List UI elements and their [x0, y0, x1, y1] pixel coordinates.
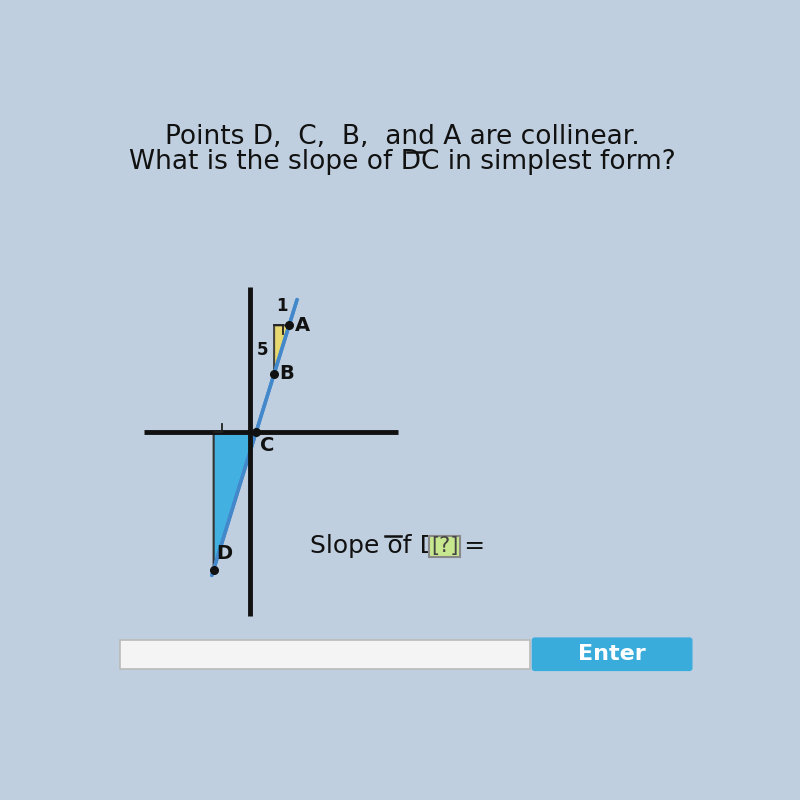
Text: Enter: Enter [578, 644, 646, 664]
Text: What is the slope of DC in simplest form?: What is the slope of DC in simplest form… [129, 150, 676, 175]
Text: Slope of DC =: Slope of DC = [310, 534, 493, 558]
Text: B: B [279, 365, 294, 383]
Text: 5: 5 [258, 341, 269, 358]
FancyBboxPatch shape [533, 638, 692, 670]
Text: [?]: [?] [431, 537, 458, 557]
Text: 1: 1 [276, 297, 287, 314]
Text: C: C [260, 436, 274, 455]
FancyBboxPatch shape [121, 640, 530, 669]
Polygon shape [274, 326, 289, 374]
Text: A: A [294, 316, 310, 335]
Text: D: D [217, 544, 233, 563]
FancyBboxPatch shape [430, 536, 460, 558]
Text: Points D,  C,  B,  and A are collinear.: Points D, C, B, and A are collinear. [165, 124, 640, 150]
Polygon shape [214, 433, 256, 570]
